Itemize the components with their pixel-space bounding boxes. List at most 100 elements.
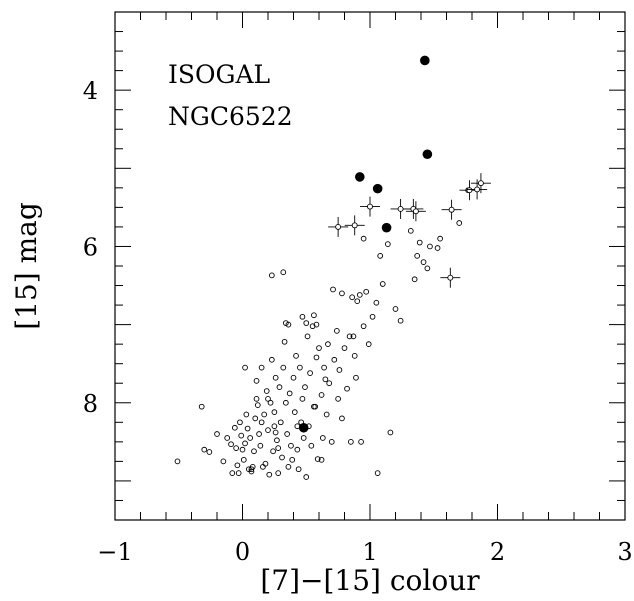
open-point	[318, 392, 325, 398]
error-bar-point	[390, 198, 411, 219]
error-bar-point	[360, 196, 380, 217]
open-point	[316, 345, 322, 351]
open-point	[300, 435, 307, 441]
error-bar-marker	[335, 223, 342, 230]
error-bar-point	[403, 198, 424, 219]
open-point	[434, 245, 441, 251]
open-point	[206, 449, 213, 455]
open-point	[290, 374, 297, 381]
open-point	[274, 437, 280, 444]
axis-ticks	[114, 11, 626, 521]
open-point	[237, 419, 243, 426]
filled-point	[420, 55, 430, 66]
data-points	[174, 55, 491, 480]
open-point	[252, 415, 259, 422]
open-point	[379, 281, 386, 287]
open-point	[353, 374, 359, 381]
open-point	[303, 320, 310, 326]
open-point	[279, 454, 285, 461]
open-point	[365, 341, 372, 348]
open-point	[374, 470, 381, 476]
open-point	[349, 294, 356, 301]
open-point	[272, 374, 279, 381]
x-tick-label: 2	[490, 538, 505, 566]
open-point	[411, 276, 418, 283]
open-point	[427, 243, 433, 250]
error-bar-marker	[397, 205, 404, 212]
open-point	[331, 356, 338, 363]
open-point	[294, 446, 301, 453]
open-point	[326, 380, 333, 387]
open-point	[248, 468, 255, 475]
open-point	[268, 356, 275, 363]
error-bar-marker	[474, 186, 481, 193]
open-point	[373, 299, 380, 306]
open-point	[319, 435, 326, 441]
open-point	[311, 403, 317, 410]
open-point	[416, 239, 423, 246]
open-point	[233, 445, 239, 451]
open-point	[387, 429, 394, 436]
open-point	[261, 411, 268, 418]
open-point	[277, 419, 284, 426]
error-bar-point	[440, 267, 461, 288]
open-point	[275, 470, 282, 476]
x-tick-label: −1	[97, 538, 132, 566]
open-point	[258, 419, 265, 426]
filled-point	[381, 222, 392, 233]
open-point	[334, 328, 340, 334]
axis-tick-labels: −1 0 1 2 3 4 6 8	[83, 77, 633, 566]
open-point	[243, 411, 250, 418]
open-point	[251, 448, 257, 455]
open-point	[385, 241, 391, 247]
open-point	[229, 470, 236, 476]
open-point	[308, 442, 315, 449]
error-bar-marker	[447, 274, 454, 281]
open-point	[280, 364, 287, 371]
open-point	[284, 431, 290, 437]
open-point	[275, 445, 282, 451]
open-point	[289, 456, 296, 463]
open-point	[253, 396, 260, 402]
annotation-isogal: ISOGAL	[168, 60, 270, 89]
x-tick-label: 1	[362, 538, 377, 566]
open-point	[228, 441, 234, 448]
open-point	[265, 427, 271, 433]
open-point	[322, 376, 329, 383]
open-point	[335, 396, 341, 402]
open-point	[201, 446, 208, 453]
open-point	[456, 220, 463, 226]
open-point	[198, 403, 205, 410]
open-point	[318, 456, 325, 463]
error-bar-point	[328, 216, 349, 237]
filled-point	[355, 172, 365, 182]
open-point	[234, 462, 241, 469]
open-point	[341, 345, 348, 351]
open-point	[424, 265, 431, 272]
open-point	[247, 435, 254, 441]
open-point	[256, 431, 262, 437]
open-point	[321, 364, 327, 371]
open-point	[323, 411, 330, 418]
open-point	[174, 458, 181, 465]
error-bar-point	[467, 179, 488, 200]
open-point	[257, 442, 264, 449]
open-point	[288, 442, 294, 449]
filled-point	[372, 183, 383, 194]
open-point	[285, 464, 292, 470]
open-point	[232, 424, 238, 431]
x-tick-label: 0	[235, 538, 250, 566]
open-point	[377, 252, 384, 259]
open-point	[307, 370, 313, 376]
error-bar-marker	[412, 208, 419, 215]
error-bar-point	[405, 201, 426, 222]
open-point	[263, 388, 270, 394]
open-point	[363, 288, 370, 295]
open-point	[407, 227, 414, 234]
open-point	[397, 317, 404, 324]
open-point	[392, 306, 399, 312]
open-point	[313, 354, 320, 361]
open-point	[291, 409, 298, 415]
open-point	[266, 471, 273, 478]
